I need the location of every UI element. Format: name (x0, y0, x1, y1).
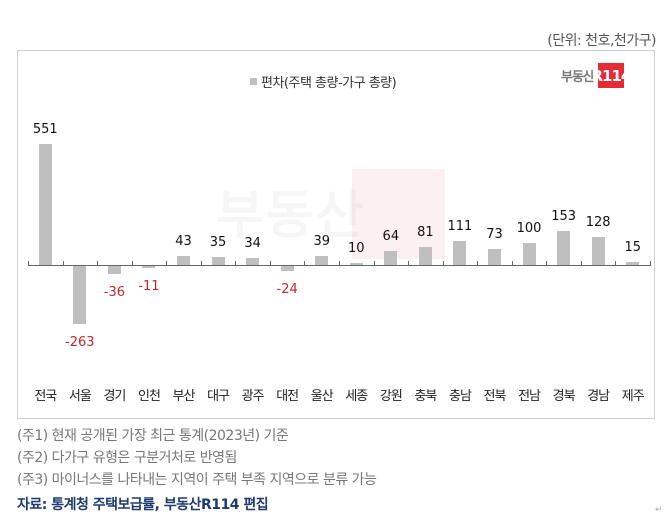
axis-tick (408, 261, 410, 266)
axis-tick (269, 261, 271, 266)
data-label: 10 (347, 240, 365, 256)
footnotes: (주1) 현재 공개된 가장 최근 통계(2023년) 기준 (주2) 다가구 … (17, 425, 377, 491)
data-label: -24 (276, 282, 298, 298)
bar (626, 261, 640, 265)
bar (246, 257, 260, 265)
category-label: 울산 (310, 389, 334, 404)
axis-tick (28, 261, 29, 266)
data-label: 35 (209, 235, 227, 251)
category-label: 경북 (552, 389, 576, 404)
logo-badge: R114 (591, 63, 631, 88)
category-label: 강원 (379, 389, 403, 404)
axis-tick (131, 261, 133, 266)
source-line: 자료: 통계청 주택보급률, 부동산R114 편집 (17, 497, 269, 513)
axis-tick (339, 261, 340, 266)
paragraph-mark-icon: ↵ (655, 505, 663, 515)
category-label: 전국 (34, 389, 57, 404)
footnote-1: (주1) 현재 공개된 가장 최근 통계(2023년) 기준 (17, 428, 289, 444)
category-label: 경기 (103, 389, 126, 404)
legend-label: 편차(주택 총량-가구 총량) (261, 76, 397, 91)
axis-tick (166, 261, 168, 266)
data-label: 64 (382, 228, 400, 244)
data-label: 39 (313, 234, 330, 250)
category-label: 충남 (448, 389, 472, 404)
chart-frame (17, 50, 655, 419)
legend-swatch-icon (250, 78, 257, 85)
data-label: 81 (417, 225, 434, 241)
bar (522, 243, 536, 265)
footnote-3: (주3) 마이너스를 나타내는 지역이 주택 부족 지역으로 분류 가능 (17, 472, 377, 488)
data-label: 153 (551, 209, 577, 225)
bar (142, 266, 156, 269)
category-label: 대전 (276, 389, 299, 404)
data-label: -263 (65, 334, 95, 350)
data-label: -36 (103, 284, 125, 300)
data-label: 100 (516, 221, 542, 236)
axis-tick (62, 261, 64, 266)
footnote-2: (주2) 다가구 유형은 구분거처로 반영됨 (17, 450, 237, 466)
axis-tick (200, 261, 202, 266)
category-label: 경남 (587, 389, 610, 404)
data-label: 43 (175, 233, 192, 249)
bar (557, 231, 571, 265)
data-label: 15 (624, 239, 641, 255)
bar (453, 240, 467, 265)
bar (107, 266, 121, 274)
category-label: 서울 (68, 389, 92, 404)
category-label: 충북 (414, 389, 437, 404)
category-label: 제주 (621, 389, 645, 404)
bar (591, 236, 605, 265)
bar (488, 248, 501, 265)
axis-tick (97, 261, 99, 266)
bar (177, 255, 190, 265)
bar (211, 257, 225, 265)
data-label: 551 (32, 121, 58, 137)
axis-tick (235, 261, 237, 266)
data-label: 34 (244, 235, 261, 251)
chart-legend: 편차(주택 총량-가구 총량) (250, 72, 397, 91)
bar (73, 266, 87, 324)
category-labels: 전국 서울 경기 인천 부산 대구 광주 대전 울산 세종 강원 충북 충남 전북 전남 경북 경남 제주 (28, 385, 650, 405)
bar (38, 143, 52, 265)
bar (349, 262, 363, 265)
category-label: 부산 (172, 389, 196, 404)
data-label: -11 (138, 279, 160, 295)
axis-tick (650, 261, 651, 266)
data-label: 73 (486, 226, 503, 242)
watermark-logo-box (352, 169, 445, 259)
category-label: 전북 (483, 389, 507, 404)
axis-tick (615, 261, 617, 266)
axis-tick (477, 261, 479, 266)
category-label: 인천 (137, 389, 161, 404)
unit-label: (단위: 천호,천가구) (547, 33, 656, 49)
logo-text: 부동산 (561, 70, 595, 85)
axis-tick (580, 261, 582, 266)
axis-tick (373, 261, 375, 266)
bar (418, 247, 432, 265)
bar (315, 256, 329, 265)
category-label: 대구 (207, 389, 230, 404)
data-label: 111 (447, 218, 473, 234)
category-label: 광주 (241, 389, 265, 404)
axis-tick (511, 261, 513, 266)
bar (384, 250, 398, 265)
brand-logo: 부동산 R114 (561, 63, 631, 88)
category-label: 전남 (518, 389, 541, 404)
data-label: 128 (585, 214, 611, 230)
category-label: 세종 (345, 389, 368, 404)
axis-tick (304, 261, 306, 266)
axis-tick (546, 261, 548, 266)
axis-tick (442, 261, 444, 266)
bar (280, 266, 294, 272)
